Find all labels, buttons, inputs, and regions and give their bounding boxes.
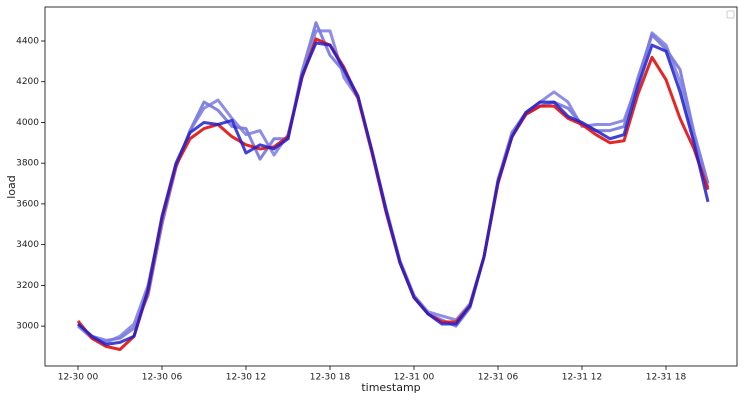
y-tick-label: 4400 bbox=[16, 37, 39, 47]
y-tick-label: 3200 bbox=[16, 281, 39, 291]
x-tick-label: 12-30 00 bbox=[58, 373, 99, 383]
x-tick-label: 12-31 00 bbox=[394, 373, 435, 383]
x-axis-title: timestamp bbox=[361, 381, 420, 394]
y-tick-label: 4000 bbox=[16, 118, 39, 128]
series-line bbox=[76, 37, 710, 352]
y-tick-label: 3000 bbox=[16, 322, 39, 332]
x-tick-label: 12-31 12 bbox=[562, 373, 602, 383]
x-tick-label: 12-30 18 bbox=[310, 373, 351, 383]
y-tick-label: 3800 bbox=[16, 159, 39, 169]
y-tick-label: 3600 bbox=[16, 199, 39, 209]
plot-frame bbox=[44, 6, 738, 367]
y-axis-title: load bbox=[5, 175, 18, 199]
series-line bbox=[77, 41, 710, 346]
x-tick-label: 12-31 06 bbox=[478, 373, 519, 383]
legend bbox=[726, 10, 735, 19]
x-tick-label: 12-30 06 bbox=[142, 373, 183, 383]
y-tick-label: 3400 bbox=[16, 240, 39, 250]
x-tick-label: 12-30 12 bbox=[226, 373, 266, 383]
x-tick-label: 12-31 18 bbox=[646, 373, 687, 383]
y-tick-label: 4200 bbox=[16, 77, 39, 87]
